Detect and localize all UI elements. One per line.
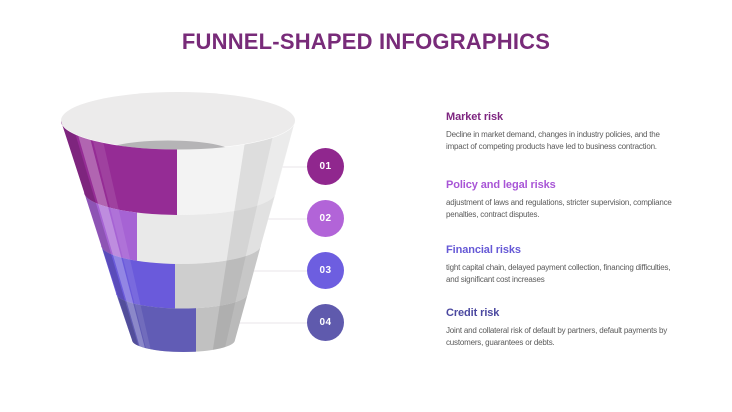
section-body: adjustment of laws and regulations, stri… bbox=[446, 197, 728, 221]
facet-left-light bbox=[73, 121, 147, 352]
section-heading: Credit risk bbox=[446, 307, 500, 319]
facet-right-dark bbox=[211, 121, 277, 352]
section-heading: Policy and legal risks bbox=[446, 179, 556, 191]
funnel-band-4-color bbox=[116, 293, 196, 352]
section-body: Joint and collateral risk of default by … bbox=[446, 325, 728, 349]
page-title: FUNNEL-SHAPED INFOGRAPHICS bbox=[181, 29, 551, 54]
section-financial-risks: Financial risks tight capital chain, del… bbox=[446, 243, 728, 286]
facet-left-dark bbox=[61, 121, 142, 352]
section-policy-legal-risks: Policy and legal risks adjustment of law… bbox=[446, 178, 728, 221]
body-line: Joint and collateral risk of default by … bbox=[446, 326, 667, 335]
body-line: and significant cost increases bbox=[446, 275, 545, 284]
section-heading: Financial risks bbox=[446, 244, 521, 256]
step-badge-02: 02 bbox=[307, 200, 344, 237]
section-market-risk: Market risk Decline in market demand, ch… bbox=[446, 110, 728, 153]
body-line: tight capital chain, delayed payment col… bbox=[446, 263, 671, 272]
section-body: Decline in market demand, changes in ind… bbox=[446, 129, 728, 153]
section-credit-risk: Credit risk Joint and collateral risk of… bbox=[446, 306, 728, 349]
facet-left-mid bbox=[87, 121, 153, 352]
funnel-facets bbox=[61, 121, 277, 352]
section-heading: Market risk bbox=[446, 111, 503, 123]
funnel-band-2-color bbox=[84, 192, 137, 261]
funnel-band-3-color bbox=[101, 245, 175, 309]
body-line: adjustment of laws and regulations, stri… bbox=[446, 198, 672, 207]
body-line: penalties, contract disputes. bbox=[446, 210, 540, 219]
body-line: impact of competing products have led to… bbox=[446, 142, 657, 151]
section-body: tight capital chain, delayed payment col… bbox=[446, 262, 728, 286]
body-line: customers, guarantees or debts. bbox=[446, 338, 555, 347]
funnel-rim bbox=[61, 92, 295, 149]
step-badge-03: 03 bbox=[307, 252, 344, 289]
body-line: Decline in market demand, changes in ind… bbox=[446, 130, 660, 139]
step-badge-01: 01 bbox=[307, 148, 344, 185]
funnel-band-1-color bbox=[61, 121, 177, 215]
step-badge-04: 04 bbox=[307, 304, 344, 341]
